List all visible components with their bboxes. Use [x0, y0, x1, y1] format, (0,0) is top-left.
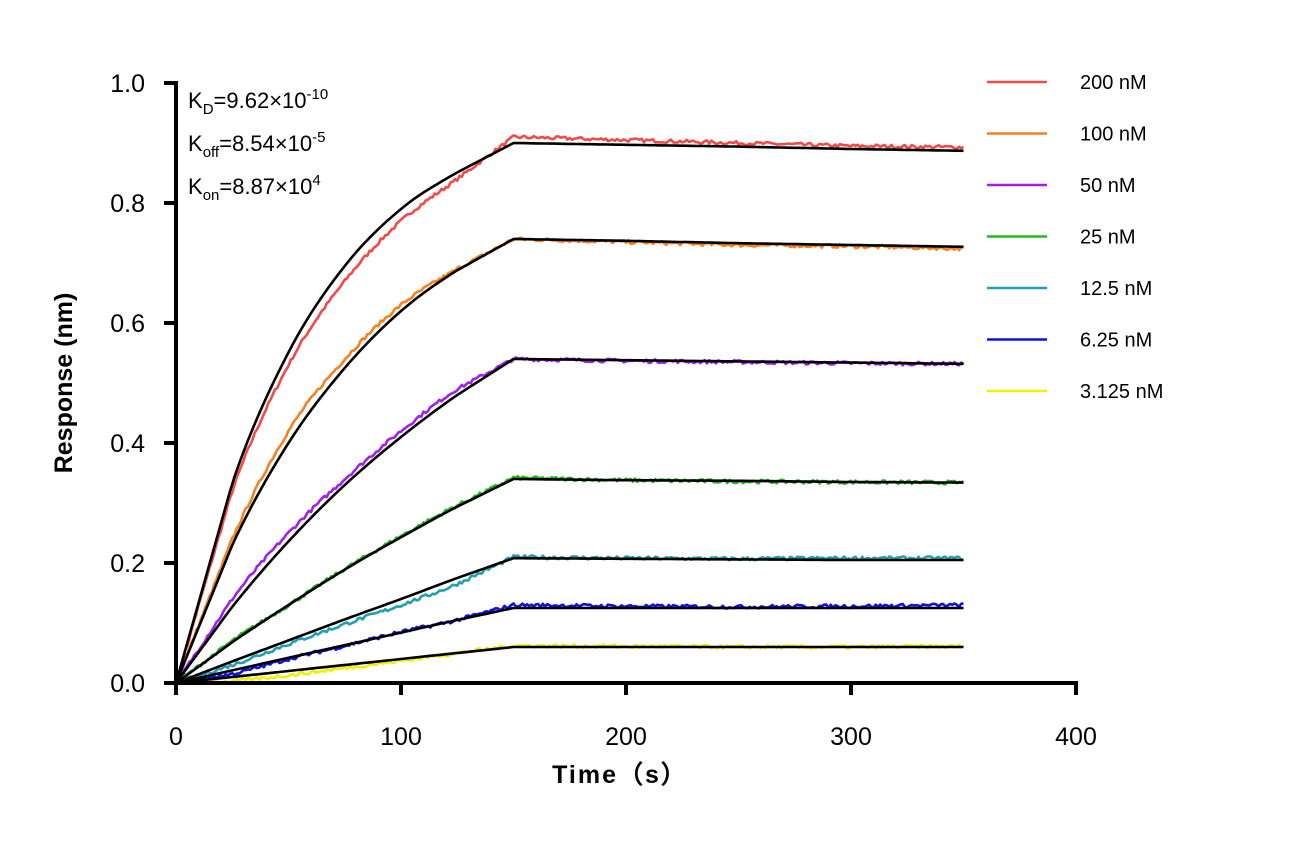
x-tick-label: 200: [605, 723, 647, 751]
legend-label: 3.125 nM: [1080, 381, 1163, 403]
kd-annotation: KD=9.62×10-10: [188, 86, 328, 118]
fit-curve: [175, 645, 964, 685]
measured-curve: [174, 356, 965, 684]
curves: [174, 134, 965, 686]
x-tick-label: 400: [1055, 723, 1097, 751]
legend: 200 nM 100 nM 50 nM 25 nM 12.5 nM 6.25 nM 3.12…: [987, 72, 1163, 403]
koff-annotation: Koff=8.54×10-5: [188, 129, 325, 161]
legend-label: 50 nM: [1080, 175, 1136, 197]
x-tick-label: 300: [830, 723, 872, 751]
fit-curve: [175, 556, 964, 685]
y-tick-label: 0.4: [110, 430, 145, 458]
measured-curve: [174, 134, 965, 684]
measured-curve: [175, 554, 964, 685]
fit-curve: [175, 606, 964, 685]
legend-label: 12.5 nM: [1080, 278, 1152, 300]
kon-annotation: Kon=8.87×104: [188, 172, 321, 204]
axes: [174, 81, 1078, 685]
legend-label: 25 nM: [1080, 227, 1136, 249]
y-tick-label: 0.0: [110, 670, 145, 698]
y-tick-label: 0.2: [110, 550, 145, 578]
kinetic-constants: KD=9.62×10-10 Koff=8.54×10-5 Kon=8.87×10…: [188, 86, 328, 204]
x-axis-title: Time（s）: [552, 760, 688, 789]
y-axis-title: Response (nm): [50, 293, 78, 474]
measured-curve: [174, 236, 964, 684]
fit-curve: [174, 357, 964, 684]
fit-curve: [174, 237, 964, 684]
fit-curve: [174, 141, 964, 684]
y-tick-label: 0.6: [110, 310, 145, 338]
legend-label: 6.25 nM: [1080, 330, 1152, 352]
y-tick-label: 0.8: [110, 190, 145, 218]
legend-label: 100 nM: [1080, 124, 1147, 146]
x-tick-label: 100: [380, 723, 422, 751]
measured-curve: [175, 474, 964, 685]
y-tick-label: 1.0: [110, 70, 145, 98]
measured-curve: [175, 643, 965, 686]
fit-curve: [175, 477, 964, 685]
legend-label: 200 nM: [1080, 72, 1147, 94]
ticks: 0.0 0.2 0.4 0.6 0.8 1.0 0 100 200 300 400: [110, 70, 1097, 751]
x-tick-label: 0: [169, 723, 183, 751]
